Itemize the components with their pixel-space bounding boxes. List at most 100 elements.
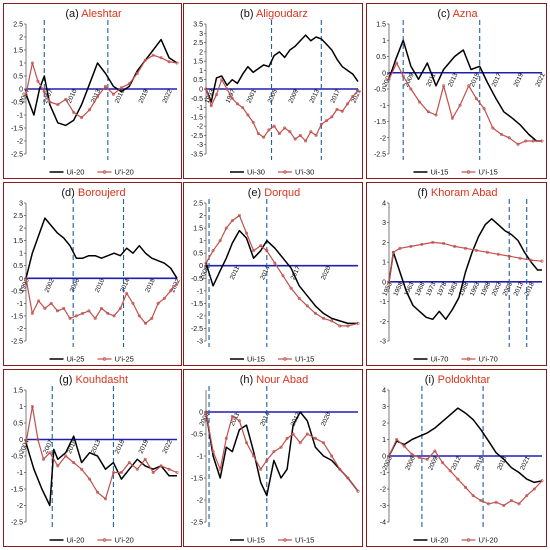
- y-tick-label: -2: [380, 487, 386, 494]
- series-line-ui: [388, 39, 542, 142]
- panel-label: (e): [248, 187, 265, 199]
- series-point-uprime: [119, 471, 123, 475]
- series-point-uprime: [167, 60, 171, 64]
- series-point-uprime: [265, 458, 269, 462]
- series-point-uprime: [87, 309, 91, 313]
- y-tick-label: 1: [199, 68, 203, 75]
- series-point-uprime: [224, 226, 228, 230]
- series-point-uprime: [127, 82, 131, 86]
- series-point-uprime: [540, 139, 544, 143]
- series-point-uprime: [30, 61, 34, 65]
- x-tick-label: 2022: [161, 438, 174, 454]
- series-point-uprime: [494, 500, 498, 504]
- series-point-uprime: [256, 132, 260, 136]
- y-tick-label: 1: [382, 437, 386, 444]
- panel-label: (a): [65, 8, 81, 20]
- chart-panel-azna: 1.5 1 0.5 0 -0.5 -1 -1.5 -2 -2.5 2007 2009 2011 2013…: [366, 3, 547, 179]
- y-tick-label: 0: [19, 87, 23, 94]
- x-tick-label: 2006: [69, 277, 82, 293]
- series-line-uprime: [388, 62, 542, 145]
- series-point-uprime: [293, 137, 297, 141]
- series-line-uprime: [388, 438, 543, 507]
- series-point-uprime: [453, 244, 457, 248]
- series-point-uprime: [237, 419, 241, 423]
- series-point-uprime: [525, 494, 529, 498]
- series-point-uprime: [507, 136, 511, 140]
- series-point-uprime: [88, 108, 92, 112]
- series-point-uprime: [387, 77, 391, 81]
- y-tick-label: -0.5: [374, 87, 386, 94]
- legend-marker-uprime: [102, 357, 107, 361]
- y-tick-label: -3: [197, 142, 203, 149]
- legend-marker-uprime: [466, 357, 471, 361]
- y-tick-label: 0: [199, 87, 203, 94]
- legend-label-uprime: U'i-25: [115, 355, 134, 364]
- series-line-ui: [205, 411, 359, 497]
- series-point-uprime: [245, 441, 249, 445]
- y-tick-label: 4: [382, 388, 386, 395]
- chart-panel-dorqud: 2.5 2 1.5 1 0.5 0 -0.5 -1 -1.5 -2 -2.5 -3 2008 2011 20…: [183, 182, 363, 366]
- series-point-uprime: [72, 110, 76, 114]
- chart-svg: 43210-1-2-319531958196319681973197819831…: [380, 187, 544, 364]
- series-point-uprime: [356, 489, 360, 493]
- series-point-uprime: [259, 467, 263, 471]
- x-tick-label: 2019: [513, 72, 526, 88]
- y-tick-label: 2.5: [13, 22, 23, 29]
- y-tick-label: -1: [17, 470, 23, 477]
- series-point-uprime: [135, 71, 139, 75]
- y-tick-label: 0.5: [13, 263, 23, 270]
- series-point-uprime: [93, 316, 97, 320]
- series-point-uprime: [351, 94, 355, 98]
- series-line-ui: [25, 38, 178, 127]
- y-tick-label: 2.5: [13, 213, 23, 220]
- y-tick-label: -2: [17, 326, 23, 333]
- series-point-uprime: [204, 410, 208, 414]
- series-point-uprime: [96, 490, 100, 494]
- panel-title: (e) Dorqud: [248, 187, 301, 199]
- series-point-uprime: [485, 250, 489, 254]
- y-tick-label: 1.5: [193, 59, 203, 66]
- series-point-uprime: [241, 106, 245, 110]
- chart-svg: 3.532.521.510.50-0.5-1-1.5-2-2.5-3-3.519…: [191, 8, 363, 177]
- y-tick-label: -0.5: [191, 276, 203, 283]
- y-tick-label: -0.5: [11, 454, 23, 461]
- chart-panel-boroujerd: 3 2.5 2 1.5 1 0.5 0 -0.5 -1 -1.5 -2 -2.5 1998 2002 200…: [3, 182, 182, 366]
- station-name: Poldokhtar: [438, 374, 491, 386]
- series-point-uprime: [204, 261, 208, 265]
- y-tick-label: -2.5: [191, 326, 203, 333]
- series-point-uprime: [235, 102, 239, 106]
- x-tick-label: 2022: [161, 88, 174, 104]
- series-point-uprime: [24, 92, 28, 96]
- y-tick-label: 1: [19, 251, 23, 258]
- series-point-uprime: [72, 461, 76, 465]
- x-tick-label: 2006: [404, 455, 417, 471]
- y-tick-label: -0.5: [11, 100, 23, 107]
- y-tick-label: 1.5: [193, 226, 203, 233]
- series-point-uprime: [230, 414, 234, 418]
- series-point-uprime: [119, 86, 123, 90]
- x-tick-label: 2017: [491, 72, 504, 88]
- series-point-uprime: [309, 130, 313, 134]
- series-point-uprime: [112, 314, 116, 318]
- series-point-uprime: [143, 457, 147, 461]
- panel-label: (b): [240, 8, 256, 20]
- series-point-uprime: [103, 84, 107, 88]
- y-tick-label: 1: [382, 260, 386, 267]
- y-tick-label: 2: [199, 213, 203, 220]
- legend-label-uprime: U'i-15: [295, 355, 314, 364]
- panel-label: (f): [417, 187, 430, 199]
- legend-label-uprime: U'i-70: [479, 355, 498, 364]
- series-point-uprime: [491, 126, 495, 130]
- series-point-uprime: [96, 95, 100, 99]
- series-point-uprime: [540, 259, 544, 263]
- station-name: Dorqud: [264, 187, 300, 199]
- chart-panel-poldokhtar: 4 3 2 1 0 -1 -2 -3 -4 2003 2006 2009 2012 2015 2018 202…: [366, 369, 547, 547]
- series-point-uprime: [24, 276, 28, 280]
- series-point-uprime: [346, 324, 350, 328]
- series-point-uprime: [474, 97, 478, 101]
- y-tick-label: -1: [197, 454, 203, 461]
- y-tick-label: -0.5: [11, 288, 23, 295]
- y-tick-label: 2: [382, 421, 386, 428]
- y-tick-label: -0.5: [191, 96, 203, 103]
- series-point-uprime: [237, 214, 241, 218]
